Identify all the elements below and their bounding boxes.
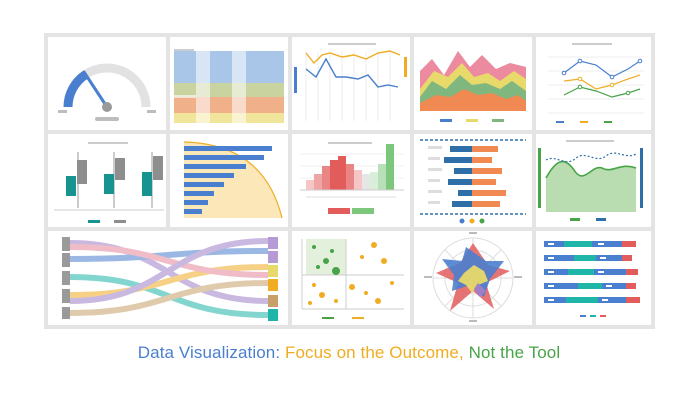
horizontal-bar-chart-thumbnail [170,134,288,227]
radar-chart-thumbnail [414,231,532,325]
spline-area-chart-thumbnail [536,134,651,227]
gauge-chart-thumbnail [48,37,166,130]
multi-line-chart-thumbnail [536,37,651,130]
sankey-diagram-thumbnail [48,231,288,325]
stacked-bar-chart-thumbnail [536,231,651,325]
chart-thumbnail-grid [44,33,655,329]
caption-part-not-the-tool: Not the Tool [468,343,561,362]
histogram-chart-thumbnail [292,134,410,227]
stacked-flow-chart-thumbnail [170,37,288,130]
bubble-scatter-chart-thumbnail [292,231,410,325]
caption: Data Visualization: Focus on the Outcome… [0,343,698,363]
stacked-area-chart-thumbnail [414,37,532,130]
caption-part-data-visualization: Data Visualization: [137,343,285,362]
caption-part-focus-on-outcome: Focus on the Outcome, [284,343,469,362]
dual-line-chart-thumbnail [292,37,410,130]
box-plot-chart-thumbnail [48,134,166,227]
diverging-bar-chart-thumbnail [414,134,532,227]
